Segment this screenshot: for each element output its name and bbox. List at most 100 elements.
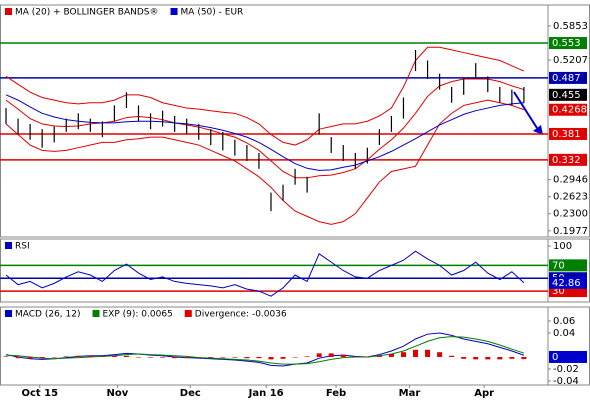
divergence-bar [3,356,9,357]
y-tick-label: -0.04 [553,376,579,387]
value-label: 0.455 [552,90,581,101]
x-tick-label: Apr [474,388,494,399]
y-tick-label: 0.5853 [553,21,588,32]
divergence-bar [400,352,406,357]
divergence-bar [136,356,142,358]
divergence-bar [208,356,214,358]
legend-swatch [5,8,12,15]
divergence-bar [509,356,515,359]
level-label: 0.487 [552,73,581,84]
divergence-bar [292,356,298,358]
divergence-bar [184,356,190,359]
legend-swatch [170,8,178,15]
level-box [549,153,587,166]
value-label: 42.86 [552,278,581,289]
divergence-bar [75,355,81,357]
value-box [549,88,587,101]
divergence-bar [244,356,250,359]
divergence-bar [220,356,226,358]
level-box [549,37,587,50]
divergence-bar [196,356,202,358]
divergence-bar [388,353,394,357]
legend-label: EXP (9): 0.0065 [103,310,173,320]
divergence-bar [123,355,129,357]
divergence-bar [497,356,503,360]
divergence-bar [63,356,69,357]
legend-label: MA (20) + BOLLINGER BANDS® [15,8,159,18]
y-tick-label: 0.2300 [553,209,588,220]
legend-swatch [5,310,12,317]
divergence-bar [425,349,431,357]
legend-swatch [5,242,12,249]
divergence-bar [280,356,286,359]
legend-label: Divergence: -0.0036 [195,310,287,320]
legend-label: RSI [15,242,30,252]
divergence-bar [413,349,419,357]
x-tick-label: Feb [326,388,346,399]
divergence-bar [268,356,274,360]
series-line [5,94,524,171]
divergence-bar [316,353,322,357]
forecast-arrowhead [533,125,543,135]
divergence-bar [304,356,310,357]
divergence-bar [99,356,105,357]
value-box [549,350,587,363]
legend-swatch [92,310,100,317]
y-tick-label: 0.5207 [553,55,588,66]
divergence-bar [87,355,93,357]
level-label: 30 [552,286,565,297]
divergence-bar [15,356,21,359]
divergence-bar [232,356,238,358]
y-tick-label: 100 [553,241,572,252]
band-line [5,99,525,225]
series-line [5,78,525,179]
legend-label: MACD (26, 12) [15,310,81,320]
divergence-bar [376,355,382,357]
y-tick-label: 0.06 [553,316,575,327]
divergence-bar [39,356,45,359]
divergence-bar [256,356,262,359]
divergence-bar [27,356,33,359]
level-box [549,127,587,140]
divergence-bar [449,355,455,357]
x-tick-label: Dec [180,388,201,399]
series-line [5,250,525,297]
divergence-bar [473,356,479,360]
value-label: 0.4268 [552,105,587,116]
y-tick-label: 0.1977 [553,226,588,237]
x-tick-label: Jan 16 [248,388,284,399]
value-box [549,276,587,289]
level-label: 70 [552,260,565,271]
forecast-arrow [513,91,538,129]
x-tick-label: Nov [107,388,129,399]
divergence-bar [364,356,370,358]
divergence-bar [148,356,154,358]
divergence-bar [485,356,491,360]
value-label: 0 [552,352,558,363]
x-tick-label: Mar [399,388,421,399]
divergence-bar [328,353,334,357]
x-tick-label: Oct 15 [21,388,58,399]
divergence-bar [461,356,467,359]
band-line [5,46,525,146]
y-tick-label: 0.2623 [553,192,588,203]
level-label: 0.553 [552,38,581,49]
level-box [549,259,587,272]
level-label: 0.381 [552,129,581,140]
divergence-bar [340,354,346,357]
level-label: 0.332 [552,155,581,166]
divergence-bar [111,355,117,357]
level-box [549,71,587,84]
divergence-bar [160,356,166,358]
value-box [549,103,587,116]
divergence-bar [437,352,443,357]
divergence-bar [51,356,57,358]
y-tick-label: 0.04 [553,328,575,339]
legend-swatch [184,310,192,317]
y-tick-label: 0.2946 [553,175,588,186]
legend-label: MA (50) - EUR [181,8,244,18]
divergence-bar [521,356,527,360]
divergence-bar [352,356,358,357]
